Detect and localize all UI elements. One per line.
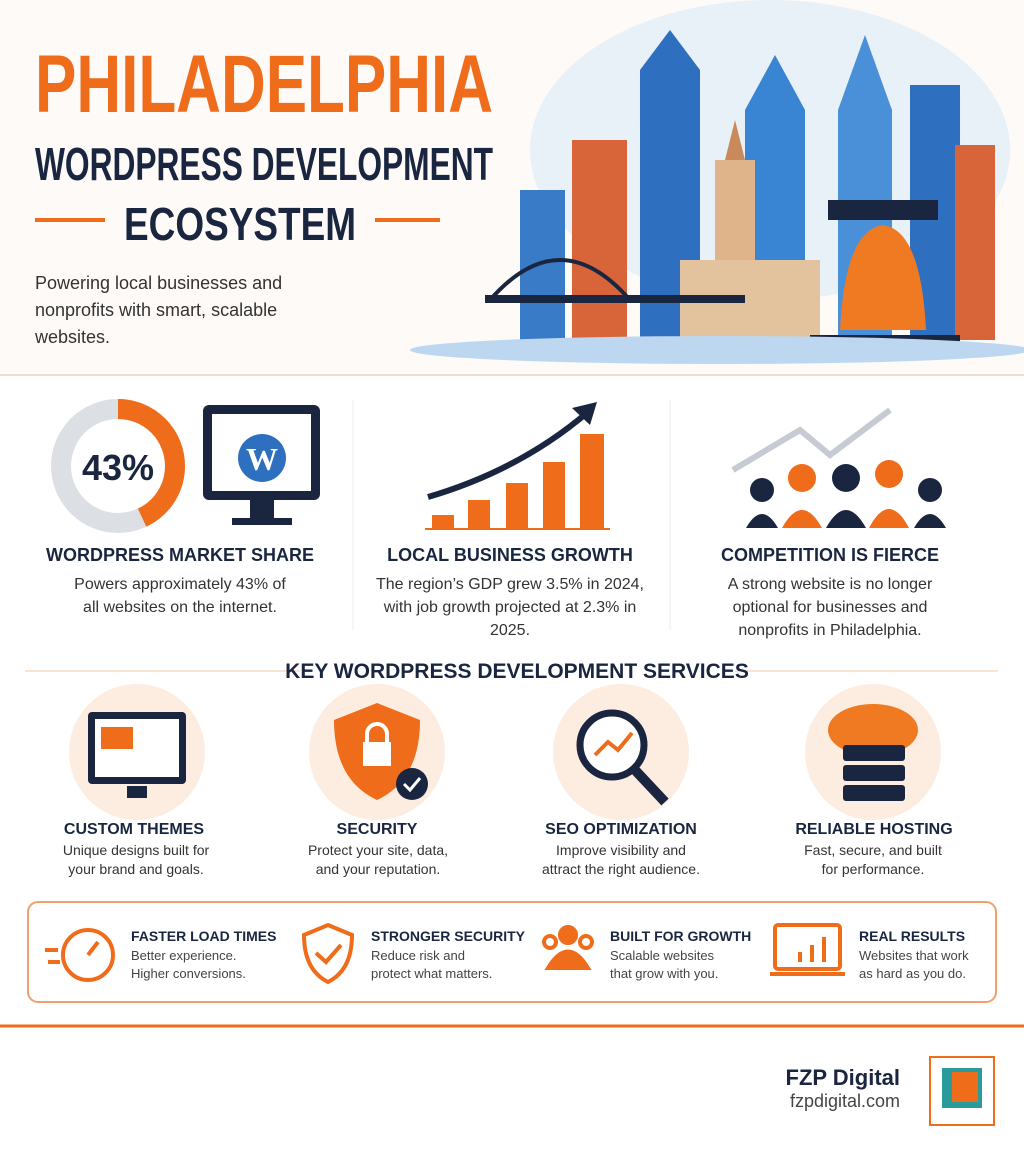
benefit-title: BUILT FOR GROWTH — [610, 928, 752, 944]
service-text: Protect your site, data, and your reputa… — [307, 842, 449, 877]
logo-mark — [952, 1072, 978, 1102]
service-text: Unique designs built for your brand and … — [62, 842, 210, 877]
benefit-title: FASTER LOAD TIMES — [131, 928, 277, 944]
stat-text: A strong website is no longer optional f… — [727, 576, 933, 639]
benefit-text: Scalable websites that grow with you. — [610, 948, 719, 981]
subtitle: WORDPRESS DEVELOPMENT — [35, 138, 493, 190]
stat-text: Powers approximately 43% of all websites… — [74, 576, 286, 616]
benefit-text: Reduce risk and protect what matters. — [371, 948, 493, 981]
benefit-title: STRONGER SECURITY — [371, 928, 526, 944]
stat-title: COMPETITION IS FIERCE — [720, 545, 940, 565]
svg-text:W: W — [246, 441, 278, 477]
benefit-text: Better experience. Higher conversions. — [131, 948, 246, 981]
url: fzpdigital.com — [789, 1091, 900, 1111]
service-icons — [69, 684, 941, 820]
title: PHILADELPHIA — [35, 39, 493, 130]
service-title: RELIABLE HOSTING — [795, 821, 953, 838]
subtitle: ECOSYSTEM — [124, 198, 356, 250]
tagline: Powering local businesses and nonprofits… — [35, 273, 283, 347]
people-icon — [731, 407, 946, 528]
benefit-text: Websites that work as hard as you do. — [859, 948, 969, 981]
stat-text: The region’s GDP grew 3.5% in 2024, with… — [375, 576, 644, 639]
service-title: CUSTOM THEMES — [63, 821, 205, 838]
benefit-title: REAL RESULTS — [859, 928, 966, 944]
growth-icon — [425, 402, 610, 530]
service-text: Fast, secure, and built for performance. — [804, 842, 942, 877]
stat-title: WORDPRESS MARKET SHARE — [45, 545, 315, 565]
service-title: SECURITY — [336, 821, 418, 838]
brand: FZP Digital — [785, 1065, 901, 1090]
service-title: SEO OPTIMIZATION — [545, 821, 697, 838]
services-heading: KEY WORDPRESS DEVELOPMENT SERVICES — [285, 660, 749, 683]
service-text: Improve visibility and attract the right… — [542, 842, 700, 877]
donut-arc — [51, 399, 185, 533]
monitor-icon: W — [203, 405, 320, 525]
benefit-icons — [45, 922, 845, 985]
skyline — [410, 0, 1024, 364]
stat-title: LOCAL BUSINESS GROWTH — [387, 545, 633, 565]
donut-label: 43% — [82, 447, 154, 488]
benefits-box — [27, 901, 997, 1003]
